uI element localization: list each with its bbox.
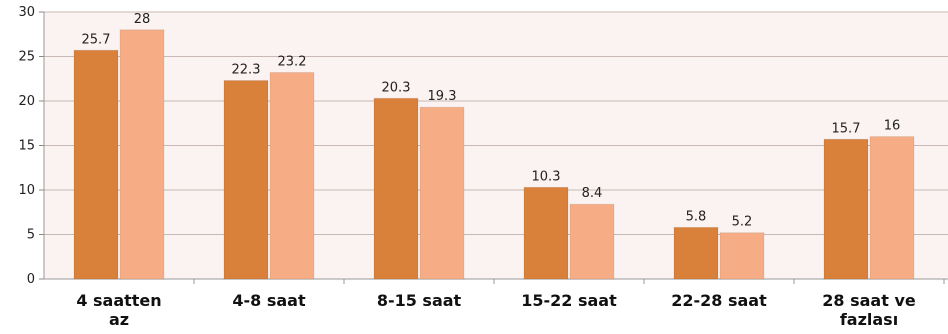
x-category-label: 4-8 saat xyxy=(232,291,306,310)
bar-series-1 xyxy=(223,80,269,280)
data-label: 5.8 xyxy=(686,209,707,224)
data-label: 28 xyxy=(134,12,151,27)
x-category-label: 22-28 saat xyxy=(671,291,767,310)
bar-series-2 xyxy=(569,203,615,280)
y-tick-label: 15 xyxy=(18,139,35,154)
bar-series-2 xyxy=(869,136,915,280)
bar-series-1 xyxy=(73,49,119,280)
labels: 0 5 10 15 20 25 30 25.7 28 4 saatten az 22.3 23.2 4-8… xyxy=(18,5,915,329)
data-label: 20.3 xyxy=(382,80,411,95)
data-label: 5.2 xyxy=(732,215,753,230)
y-tick-label: 10 xyxy=(18,183,35,198)
data-label: 22.3 xyxy=(232,63,261,78)
bar-series-1 xyxy=(373,97,419,280)
bar-series-2 xyxy=(269,72,315,280)
axes xyxy=(39,11,948,284)
y-tick-label: 20 xyxy=(18,94,35,109)
y-tick-label: 5 xyxy=(27,228,35,243)
x-category-label: 8-15 saat xyxy=(377,291,462,310)
y-tick-label: 25 xyxy=(18,50,35,65)
bar-series-2 xyxy=(719,232,765,280)
bar-series-1 xyxy=(523,186,569,280)
data-label: 23.2 xyxy=(278,55,307,70)
data-label: 15.7 xyxy=(832,121,861,136)
bar-series-1 xyxy=(673,226,719,280)
data-label: 8.4 xyxy=(582,186,603,201)
x-category-label: 4 saatten az xyxy=(76,291,161,329)
data-label: 25.7 xyxy=(82,32,111,47)
x-category-label: 15-22 saat xyxy=(521,291,617,310)
bars xyxy=(73,29,915,280)
bar-series-2 xyxy=(419,106,465,280)
y-tick-label: 30 xyxy=(18,5,35,20)
bar-series-2 xyxy=(119,29,165,280)
bar-series-1 xyxy=(823,138,869,280)
x-category-label: 28 saat ve fazlası xyxy=(822,291,916,329)
y-tick-label: 0 xyxy=(27,272,35,287)
data-label: 16 xyxy=(884,119,901,134)
data-label: 19.3 xyxy=(428,89,457,104)
data-label: 10.3 xyxy=(532,169,561,184)
